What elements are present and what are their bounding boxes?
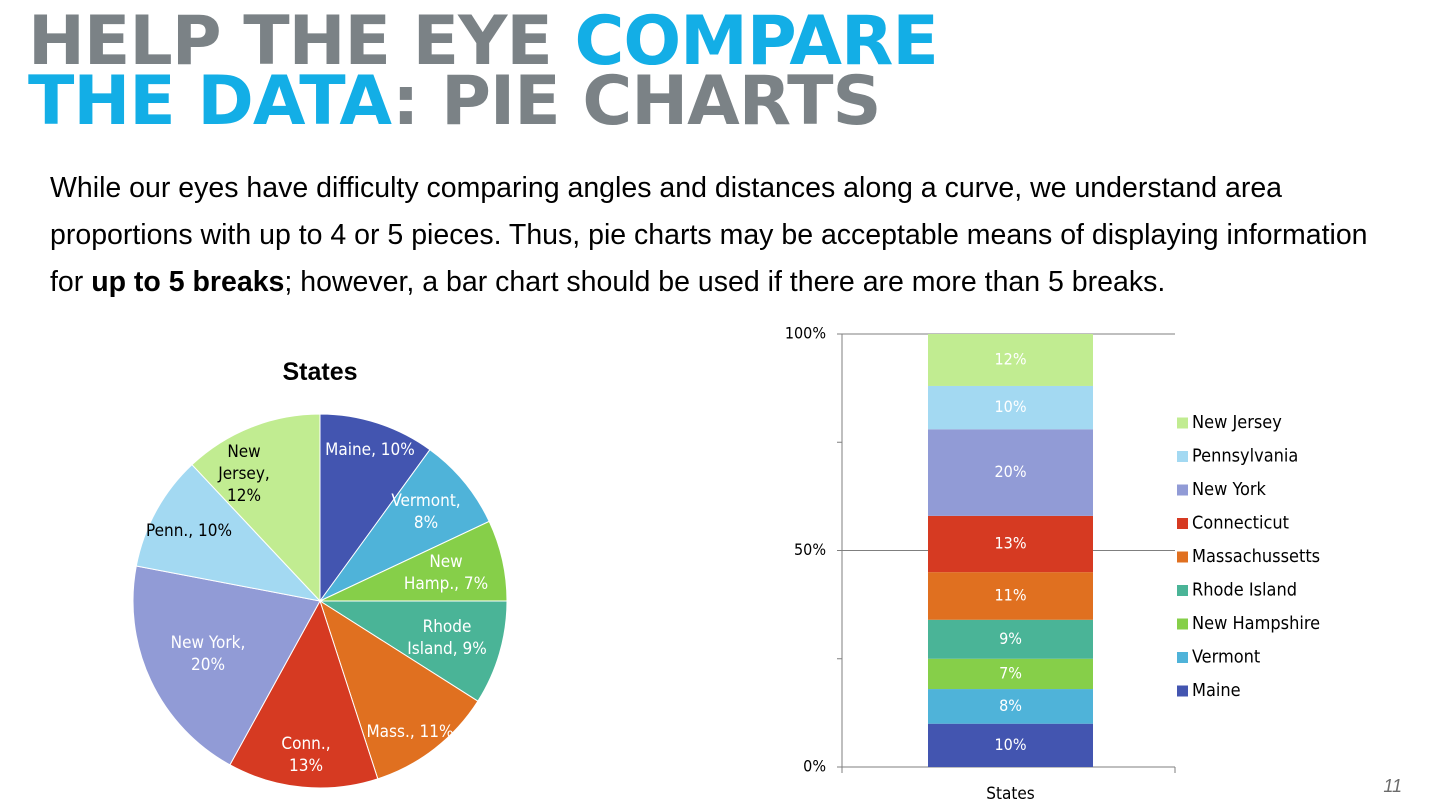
title-line1-gray: HELP THE EYE xyxy=(28,2,575,81)
bar-segment-label: 7% xyxy=(999,663,1022,682)
bar-segment xyxy=(928,429,1093,516)
pie-slice-label: New York, 20% xyxy=(171,633,246,675)
legend-swatch xyxy=(1177,551,1188,563)
pie-slice xyxy=(132,565,321,766)
pie-slice-label: Rhode Island, 9% xyxy=(407,617,486,659)
bar-segment xyxy=(928,723,1093,767)
legend-label: Massachussetts xyxy=(1192,546,1320,567)
legend-label: New York xyxy=(1192,479,1267,500)
title-line2-blue: THE DATA xyxy=(28,62,393,141)
bar-segment-label: 12% xyxy=(995,349,1027,368)
legend-swatch xyxy=(1177,618,1188,630)
legend-swatch xyxy=(1177,685,1188,697)
legend-swatch xyxy=(1177,417,1188,429)
legend-swatch xyxy=(1177,518,1188,529)
bar-segment-label: 10% xyxy=(995,735,1027,754)
pie-slice xyxy=(319,449,490,602)
legend-label: Connecticut xyxy=(1192,513,1289,534)
pie-chart-title: States xyxy=(282,358,358,386)
pie-slice xyxy=(319,413,431,603)
legend-label: New Jersey xyxy=(1192,412,1282,433)
pie-slice-label: New Jersey, 12% xyxy=(217,442,270,506)
slide-number: 11 xyxy=(1383,776,1402,796)
bar-segment-label: 13% xyxy=(995,534,1027,553)
bar-segment-label: 11% xyxy=(995,585,1027,604)
legend-label: New Hampshire xyxy=(1192,613,1320,634)
bar-segment xyxy=(928,572,1093,620)
pie-slice-label: New Hamp., 7% xyxy=(404,552,488,594)
y-tick-label: 50% xyxy=(794,540,826,559)
y-tick-label: 0% xyxy=(803,757,826,776)
pie-slice xyxy=(191,413,321,603)
pie-slice xyxy=(229,599,379,789)
title-line2-gray: : PIE CHARTS xyxy=(392,62,881,141)
bar-segment xyxy=(928,658,1093,690)
body-text-part1: While our eyes have difficulty comparing… xyxy=(50,172,1368,298)
bar-segment-label: 10% xyxy=(995,397,1027,416)
legend-swatch xyxy=(1177,451,1188,462)
title-line1-blue: COMPARE xyxy=(574,2,938,81)
pie-slice-label: Vermont, 8% xyxy=(391,491,460,533)
legend-label: Pennsylvania xyxy=(1192,446,1298,467)
legend-swatch xyxy=(1177,484,1188,496)
pie-slice-label: Mass., 11% xyxy=(366,722,453,742)
legend-swatch xyxy=(1177,652,1188,663)
pie-slice xyxy=(318,600,508,702)
bar-segment-label: 9% xyxy=(999,629,1022,648)
bar-segment xyxy=(928,334,1093,386)
bar-segment-label: 8% xyxy=(999,696,1022,715)
bar-segment xyxy=(928,385,1093,430)
legend-label: Maine xyxy=(1192,680,1241,701)
legend-label: Vermont xyxy=(1192,647,1260,668)
legend-swatch xyxy=(1177,585,1188,596)
pie-slice-label: Conn., 13% xyxy=(281,734,330,776)
pie-slice-label: Maine, 10% xyxy=(325,440,415,460)
bar-segment xyxy=(928,689,1093,724)
pie-slice xyxy=(319,599,479,780)
slide-title: HELP THE EYE COMPARE THE DATA: PIE CHARTS xyxy=(28,8,939,136)
y-tick-label: 100% xyxy=(785,324,826,343)
bar-segment xyxy=(928,619,1093,659)
x-category-label: States xyxy=(986,784,1034,804)
body-text-part2: ; however, a bar chart should be used if… xyxy=(284,266,1166,298)
stacked-bar-chart: 0% 50% 100% States 10% 8% 7% 9% 11% 13% 20% 10% 12% N… xyxy=(785,324,1320,805)
pie-slice-label: Penn., 10% xyxy=(146,521,232,541)
body-text-bold: up to 5 breaks xyxy=(91,266,285,298)
bar-segment-label: 20% xyxy=(995,462,1027,481)
body-paragraph: While our eyes have difficulty comparing… xyxy=(50,165,1380,306)
legend-label: Rhode Island xyxy=(1192,580,1297,601)
pie-chart: Maine, 10% Vermont, 8% New Hamp., 7% Rhode Isl… xyxy=(132,413,508,789)
pie-slice xyxy=(135,463,322,602)
bar-segment xyxy=(928,515,1093,573)
